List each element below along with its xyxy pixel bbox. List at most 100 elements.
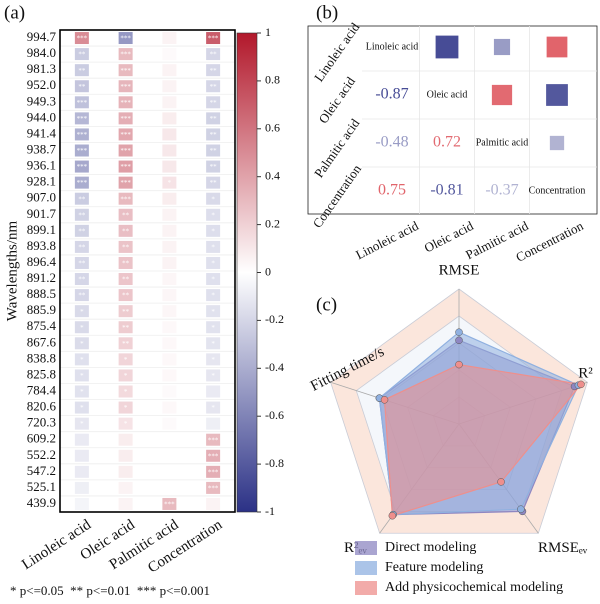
heatmap-cell (118, 433, 133, 446)
heatmap-cell (206, 481, 221, 494)
heatmap-cell (162, 128, 177, 141)
y-tick-label: 936.1 (27, 158, 56, 173)
heatmap-cell (118, 240, 133, 253)
significance-stars: ** (78, 276, 86, 284)
heatmap-cell (74, 128, 89, 141)
significance-stars: * (168, 179, 172, 187)
heatmap-cell (206, 305, 221, 318)
significance-stars: *** (208, 485, 219, 493)
heatmap-cell (118, 273, 133, 286)
heatmap-cell (206, 96, 221, 109)
heatmap-cell (162, 353, 177, 366)
significance-stars: *** (120, 115, 131, 123)
heatmap-cell (74, 273, 89, 286)
heatmap-cell (74, 32, 89, 45)
heatmap-cell (162, 401, 177, 414)
heatmap-cell (74, 96, 89, 109)
heatmap-cell (118, 321, 133, 334)
heatmap-cell (206, 337, 221, 350)
significance-stars: * (211, 276, 215, 284)
significance-stars: ** (78, 211, 86, 219)
legend-swatch (355, 581, 377, 595)
colorbar-tick-label: -0.2 (265, 312, 284, 326)
heatmap-cell (162, 449, 177, 462)
heatmap-cell (74, 48, 89, 61)
significance-stars: *** (120, 131, 131, 139)
y-tick-label: 928.1 (27, 174, 56, 189)
heatmap-cell (206, 128, 221, 141)
significance-stars: ** (122, 211, 130, 219)
y-tick-label: 941.4 (27, 125, 57, 140)
heatmap-cell (162, 176, 177, 189)
panel-label: (a) (4, 2, 25, 23)
correlation-square (546, 84, 568, 106)
y-tick-label: 949.3 (27, 93, 56, 108)
heatmap-cell (162, 32, 177, 45)
correlation-value: -0.48 (375, 134, 408, 151)
heatmap-cell (118, 256, 133, 269)
heatmap-cell (74, 208, 89, 221)
heatmap-cell (162, 417, 177, 430)
heatmap-cell (118, 48, 133, 61)
heatmap-cell (74, 80, 89, 93)
colorbar-tick-label: 1 (265, 25, 271, 39)
significance-stars: ** (210, 51, 218, 59)
radar-axis-label: RMSEₑᵥ (538, 540, 588, 556)
correlation-value: -0.87 (375, 86, 408, 103)
heatmap-cell (206, 417, 221, 430)
significance-stars: ** (122, 260, 130, 268)
heatmap-cell (118, 305, 133, 318)
significance-stars: *** (120, 83, 131, 91)
significance-stars: *** (77, 115, 88, 123)
significance-stars: * (80, 356, 84, 364)
y-tick-label: 899.1 (27, 222, 56, 237)
heatmap-cell (162, 481, 177, 494)
radar-point (455, 360, 463, 369)
heatmap-cell (162, 96, 177, 109)
y-tick-label: 838.8 (27, 350, 56, 365)
legend-label: Add physicochemical modeling (385, 580, 563, 595)
column-label: Linoleic acid (353, 218, 421, 263)
heatmap-cell (74, 144, 89, 157)
heatmap-cell (74, 112, 89, 125)
heatmap-cell (206, 273, 221, 286)
correlation-square (549, 135, 565, 151)
heatmap-cell (206, 321, 221, 334)
panel-label: (b) (316, 2, 338, 23)
heatmap-cell (74, 305, 89, 318)
heatmap-cell (118, 96, 133, 109)
y-tick-label: 552.2 (27, 447, 56, 462)
heatmap-cell (74, 385, 89, 398)
significance-stars: *** (208, 468, 219, 476)
significance-stars: * (211, 324, 215, 332)
heatmap-cell (162, 64, 177, 77)
heatmap-cell (118, 112, 133, 125)
heatmap-cell (74, 337, 89, 350)
heatmap-cell (74, 160, 89, 173)
significance-stars: ** (122, 227, 130, 235)
significance-stars: * (80, 388, 84, 396)
significance-stars: * (211, 244, 215, 252)
radar-series-area (383, 363, 583, 517)
heatmap-cell (206, 401, 221, 414)
correlation-value: 0.72 (433, 134, 461, 151)
y-tick-label: 439.9 (27, 495, 56, 510)
heatmap-cell (206, 160, 221, 173)
significance-stars: ** (210, 115, 218, 123)
heatmap-cell (118, 417, 133, 430)
heatmap-cell (74, 240, 89, 253)
heatmap-cell (206, 449, 221, 462)
heatmap-cell (162, 112, 177, 125)
significance-stars: *** (77, 179, 88, 187)
significance-stars: *** (77, 99, 88, 107)
significance-stars: ** (210, 179, 218, 187)
significance-stars: ** (210, 99, 218, 107)
legend-swatch (355, 541, 377, 555)
y-tick-label: 784.4 (27, 382, 57, 397)
heatmap-cell (74, 353, 89, 366)
significance-stars: *** (120, 163, 131, 171)
significance-stars: * (124, 420, 128, 428)
heatmap-cell (162, 256, 177, 269)
significance-stars: ** (210, 131, 218, 139)
